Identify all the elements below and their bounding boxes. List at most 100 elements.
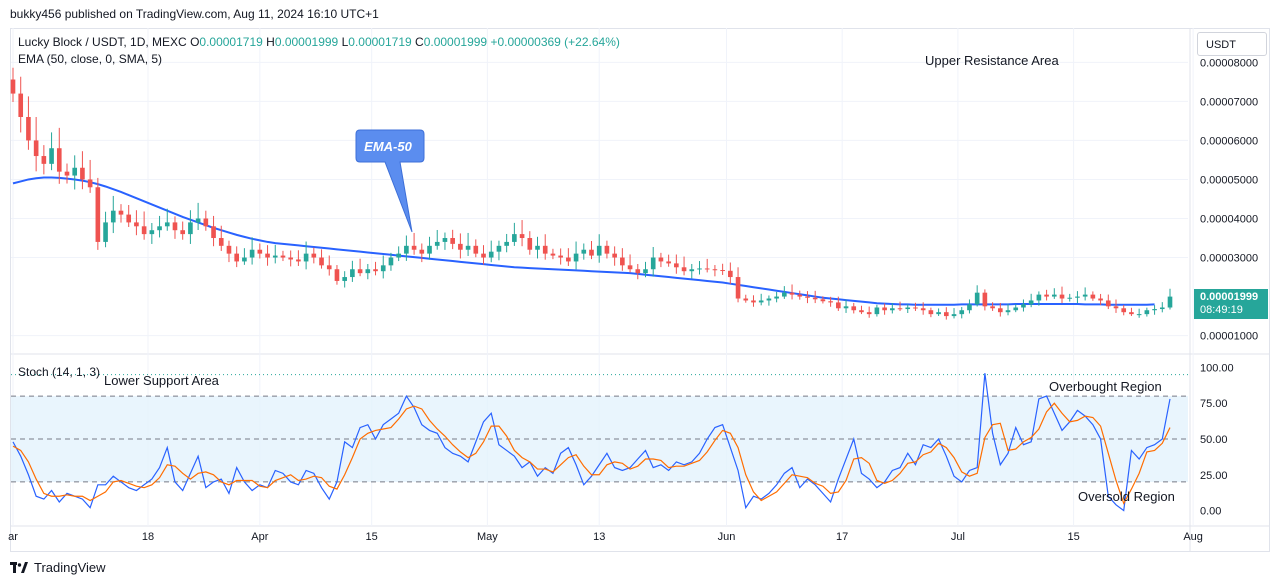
- candle-body: [512, 234, 517, 242]
- candle-body: [26, 117, 31, 141]
- time-tick-label: Jul: [951, 531, 965, 543]
- candle-body: [774, 296, 779, 299]
- candle-body: [573, 253, 579, 262]
- footer-brand[interactable]: TradingView: [10, 560, 106, 575]
- candle-body: [496, 245, 502, 252]
- candle-body: [141, 226, 147, 235]
- currency-button[interactable]: USDT: [1197, 32, 1267, 56]
- candle-body: [797, 294, 803, 297]
- oversold-label: Oversold Region: [1078, 489, 1175, 504]
- annotations: EMA-50: [355, 129, 425, 233]
- candle-body: [334, 269, 340, 281]
- stoch-lines: [12, 373, 1171, 512]
- candle-body: [481, 253, 486, 258]
- candle-body: [1067, 297, 1073, 299]
- candle-body: [974, 292, 980, 305]
- candle-body: [658, 257, 664, 262]
- candle-body: [1051, 294, 1057, 297]
- symbol-name: Lucky Block / USDT, 1D, MEXC: [18, 35, 187, 49]
- time-tick-label: 17: [836, 531, 848, 543]
- o-value: 0.00001719: [199, 35, 263, 49]
- price-tick-label: 0.00003000: [1200, 253, 1258, 265]
- time-tick-label: 18: [142, 531, 154, 543]
- candle-body: [720, 270, 725, 272]
- candle-body: [897, 308, 903, 310]
- candle-body: [1136, 314, 1142, 316]
- candle-body: [990, 306, 995, 309]
- candle-body: [882, 307, 887, 311]
- ema-callout-label: EMA-50: [364, 139, 412, 154]
- price-tick-label: 0.00008000: [1200, 57, 1258, 69]
- candle-body: [188, 222, 193, 235]
- price-tick-label: 0.00001000: [1200, 331, 1258, 343]
- candle-body: [805, 296, 810, 298]
- candle-body: [180, 230, 186, 235]
- candle-body: [1167, 296, 1173, 308]
- candle-body: [712, 269, 718, 271]
- candle-body: [751, 300, 756, 303]
- candle-body: [419, 249, 425, 254]
- candle-body: [1144, 310, 1150, 315]
- candle-body: [450, 238, 455, 244]
- candle-body: [612, 253, 617, 258]
- time-tick-label: 15: [366, 531, 378, 543]
- candle-body: [342, 277, 347, 281]
- candle-body: [550, 253, 556, 256]
- candle-body: [272, 255, 278, 258]
- candle-body: [728, 270, 733, 278]
- candle-body: [1159, 307, 1165, 310]
- symbol-header: Lucky Block / USDT, 1D, MEXC O0.00001719…: [18, 35, 620, 49]
- candle-body: [766, 298, 772, 301]
- stoch-k-line: [12, 373, 1171, 512]
- candle-body: [280, 255, 286, 258]
- candle-body: [134, 222, 139, 227]
- change-value: +0.00000369 (+22.64%): [490, 35, 620, 49]
- candle-body: [1036, 294, 1042, 301]
- candle-body: [943, 312, 949, 317]
- candle-body: [64, 171, 70, 176]
- stoch-band: [11, 395, 1188, 483]
- candle-body: [851, 306, 857, 311]
- stoch-tick-label: 25.00: [1200, 470, 1228, 482]
- price-tick-label: 0.00007000: [1200, 96, 1258, 108]
- candle-body: [95, 187, 101, 242]
- candle-body: [1013, 307, 1019, 311]
- candle-body: [103, 222, 108, 242]
- candle-body: [620, 257, 625, 266]
- candle-body: [1044, 294, 1049, 297]
- l-label: L: [341, 35, 349, 49]
- price-tick-label: 0.00004000: [1200, 213, 1258, 225]
- candle-body: [33, 140, 39, 157]
- candle-body: [596, 245, 602, 256]
- candle-body: [820, 299, 826, 302]
- candle-body: [296, 259, 301, 262]
- candle-body: [488, 251, 494, 258]
- stoch-tick-label: 50.00: [1200, 434, 1228, 446]
- candle-body: [866, 312, 872, 315]
- time-tick-label: Apr: [251, 531, 268, 543]
- candle-body: [874, 307, 880, 315]
- candle-body: [681, 267, 687, 272]
- candle-body: [465, 245, 471, 250]
- candle-body: [1075, 296, 1080, 298]
- candle-body: [951, 314, 957, 317]
- candle-body: [118, 210, 124, 215]
- candle-body: [234, 253, 240, 262]
- candle-body: [828, 301, 833, 303]
- time-tick-label: 15: [1067, 531, 1079, 543]
- chart-frame: [10, 28, 1270, 552]
- l-value: 0.00001719: [348, 35, 412, 49]
- published-line: bukky456 published on TradingView.com, A…: [10, 7, 379, 21]
- candle-body: [674, 263, 679, 268]
- footer-brand-text: TradingView: [34, 560, 106, 575]
- candle-body: [782, 292, 787, 297]
- candle-body: [920, 308, 926, 311]
- candle-body: [1121, 308, 1127, 313]
- candle-body: [566, 257, 571, 262]
- candle-body: [411, 245, 417, 250]
- price-axis: 0.00008000 0.00007000 0.00006000 0.00005000…: [1200, 57, 1258, 342]
- candle-body: [10, 79, 16, 94]
- candle-body: [997, 308, 1003, 313]
- candle-body: [735, 277, 741, 299]
